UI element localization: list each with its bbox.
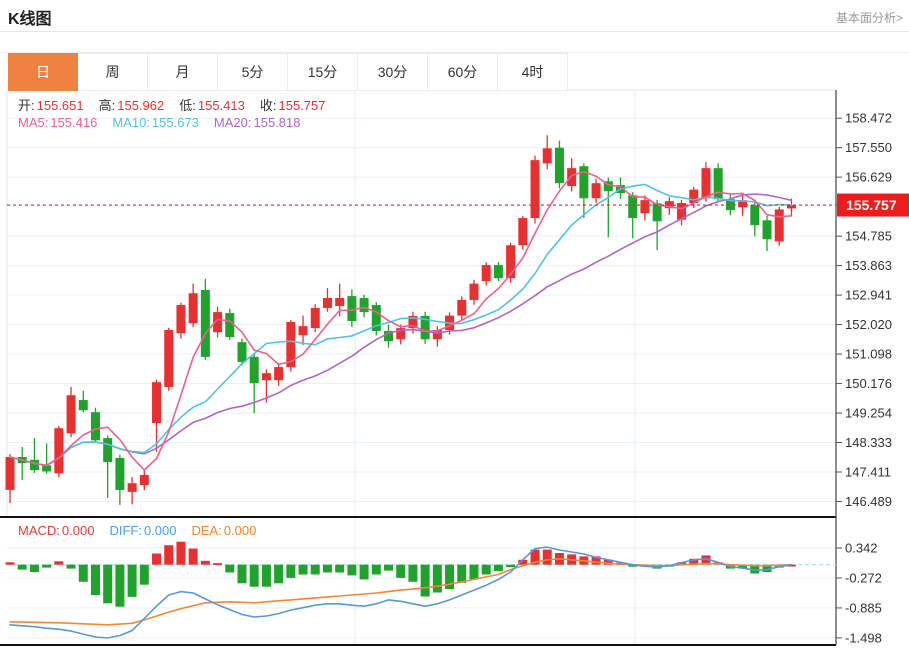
ohlc-close: 收: 155.757: [260, 98, 326, 113]
ohlc-low-label: 低:: [179, 98, 196, 113]
svg-text:156.629: 156.629: [845, 170, 892, 185]
period-tab-5[interactable]: 30分: [358, 53, 428, 91]
svg-text:-0.885: -0.885: [845, 600, 882, 615]
ohlc-low: 低: 155.413: [179, 98, 245, 113]
svg-text:147.411: 147.411: [845, 464, 891, 479]
period-tab-3[interactable]: 5分: [218, 53, 288, 91]
ohlc-low-value: 155.413: [197, 98, 245, 113]
svg-text:155.757: 155.757: [846, 197, 897, 213]
macd-diff-label: DIFF:: [109, 523, 142, 538]
period-tab-6[interactable]: 60分: [428, 53, 498, 91]
macd-diff-value: 0.000: [143, 523, 177, 538]
ohlc-open: 开: 155.651: [18, 98, 84, 113]
macd-dea: DEA: 0.000: [191, 523, 256, 538]
svg-text:153.863: 153.863: [845, 258, 892, 273]
svg-text:0.342: 0.342: [845, 540, 878, 555]
pane-borders: [0, 90, 837, 646]
ma-ma10-value: 155.673: [151, 115, 199, 130]
macd-dea-value: 0.000: [223, 523, 257, 538]
current-price-label: 155.757: [837, 193, 909, 217]
ohlc-high-value: 155.962: [117, 98, 165, 113]
ma10-line: [9, 183, 793, 467]
macd-diff: DIFF: 0.000: [109, 523, 176, 538]
period-tabbar: 日周月 5分 15分 30分 60分 4时: [0, 52, 909, 91]
macd-info-row: MACD: 0.000 DIFF: 0.000 DEA: 0.000: [18, 523, 271, 538]
macd-dea-label: DEA:: [191, 523, 222, 538]
ohlc-close-label: 收:: [259, 98, 277, 113]
diff-line: [9, 546, 793, 639]
svg-text:157.550: 157.550: [845, 140, 892, 155]
ohlc-close-value: 155.757: [278, 98, 326, 113]
ma-ma10: MA10: 155.673: [112, 115, 199, 130]
svg-text:158.472: 158.472: [845, 111, 892, 126]
period-tab-2[interactable]: 月: [148, 53, 218, 91]
ohlc-open-label: 开:: [18, 98, 35, 113]
svg-text:152.941: 152.941: [845, 288, 892, 303]
fundamental-analysis-link[interactable]: 基本面分析>: [835, 11, 903, 25]
ohlc-high: 高: 155.962: [99, 98, 165, 113]
ma-lines-layer: [9, 170, 793, 471]
ma-ma20: MA20: 155.818: [214, 115, 301, 130]
ma-ma20-label: MA20:: [213, 115, 252, 130]
svg-text:148.333: 148.333: [845, 435, 892, 450]
ohlc-open-value: 155.651: [36, 98, 84, 113]
period-tab-1[interactable]: 周: [78, 53, 148, 91]
ma-ma20-value: 155.818: [253, 115, 301, 130]
svg-text:146.489: 146.489: [845, 494, 892, 509]
ohlc-high-label: 高:: [98, 98, 116, 113]
dea-line: [9, 557, 793, 626]
ma20-line: [9, 193, 793, 467]
page-title: K线图: [8, 11, 52, 28]
price-axis: 158.472 157.550 156.629 154.785 153.863 152.9…: [836, 111, 892, 645]
macd-macd-label: MACD:: [18, 523, 60, 538]
ma-ma5: MA5: 155.416: [18, 115, 97, 130]
svg-text:150.176: 150.176: [845, 376, 892, 391]
ohlc-info-row: 开: 155.651 高: 155.962 低: 155.413 收: 155.757: [18, 95, 341, 114]
page-header: K线图 基本面分析>: [0, 0, 909, 32]
svg-text:151.098: 151.098: [845, 347, 892, 362]
svg-text:149.254: 149.254: [845, 406, 892, 421]
ma-ma5-label: MA5:: [18, 115, 49, 130]
svg-text:-0.272: -0.272: [845, 570, 882, 585]
macd-layer: [5, 541, 836, 639]
macd-macd: MACD: 0.000: [18, 523, 94, 538]
ma-ma10-label: MA10:: [112, 115, 150, 130]
ma5-line: [9, 170, 793, 471]
ma-info-row: MA5: 155.416 MA10: 155.673 MA20: 155.818: [18, 115, 316, 130]
grid-layer: [6, 89, 836, 645]
macd-macd-value: 0.000: [61, 523, 95, 538]
period-tab-7[interactable]: 4时: [498, 53, 568, 91]
ma-ma5-value: 155.416: [50, 115, 98, 130]
svg-text:-1.498: -1.498: [845, 630, 882, 645]
svg-text:154.785: 154.785: [845, 229, 892, 244]
period-tab-0[interactable]: 日: [8, 53, 78, 91]
svg-text:152.020: 152.020: [845, 317, 892, 332]
period-tab-4[interactable]: 15分: [288, 53, 358, 91]
